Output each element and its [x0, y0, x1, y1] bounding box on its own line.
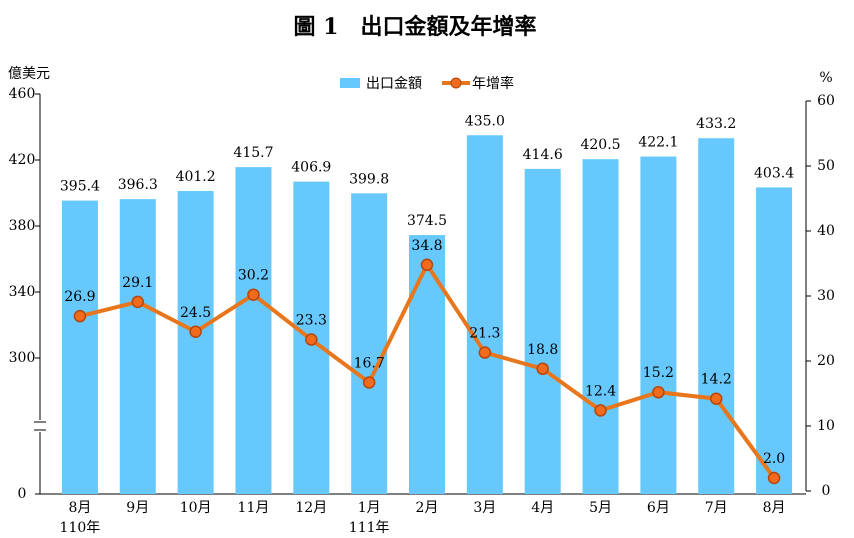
bar	[177, 191, 214, 494]
bar	[351, 193, 388, 494]
bar-value-label: 414.6	[523, 147, 563, 163]
line-value-label: 18.8	[527, 342, 558, 358]
x-tick-label: 1月	[358, 500, 381, 516]
bar-value-label: 435.0	[465, 113, 505, 129]
line-marker	[478, 346, 492, 359]
x-tick-label: 4月	[531, 500, 554, 516]
y2-tick-label: 30	[817, 288, 835, 304]
y-tick-label: 340	[9, 284, 36, 300]
y2-tick-label: 50	[817, 158, 835, 174]
x-tick-label: 10月	[180, 500, 212, 516]
bar	[640, 156, 677, 494]
bar	[756, 187, 793, 494]
y2-tick-label: 40	[817, 223, 835, 239]
line-marker	[73, 309, 87, 323]
bar	[61, 200, 98, 494]
axis-break	[34, 420, 46, 432]
bar-value-label: 420.5	[580, 137, 620, 153]
x-tick-label: 5月	[589, 500, 612, 516]
legend-swatch	[340, 78, 360, 88]
line-value-label: 15.2	[643, 365, 674, 381]
line-marker	[420, 258, 434, 272]
line-marker	[767, 471, 781, 485]
line-value-label: 24.5	[180, 305, 211, 321]
bar-value-label: 401.2	[176, 169, 216, 185]
x-tick-label: 11月	[238, 500, 270, 516]
y-tick-label: 380	[9, 218, 36, 234]
line-marker	[709, 392, 723, 405]
line-value-label: 30.2	[238, 268, 269, 284]
line-value-label: 34.8	[411, 238, 442, 254]
bar-value-label: 415.7	[233, 145, 273, 161]
bar	[524, 168, 561, 494]
line-value-label: 23.3	[296, 313, 327, 329]
y2-tick-label: 10	[817, 418, 835, 434]
bar	[119, 199, 156, 495]
bar-value-label: 406.9	[291, 160, 331, 176]
line-value-label: 16.7	[354, 355, 385, 371]
bar	[582, 159, 619, 495]
bar	[698, 138, 735, 494]
y2-tick-label: 20	[817, 353, 835, 369]
y-axis-label: 億美元	[8, 66, 50, 82]
line-marker	[131, 295, 145, 309]
line-marker	[362, 376, 376, 389]
bar-value-label: 399.8	[349, 171, 389, 187]
x-tick-label: 7月	[705, 500, 728, 516]
line-value-label: 29.1	[122, 275, 153, 291]
y-tick-label: 460	[9, 86, 36, 102]
x-group-label: 110年	[60, 520, 101, 536]
bar-value-label: 396.3	[118, 177, 158, 193]
line-marker	[652, 385, 665, 399]
bar	[235, 167, 272, 494]
y2-tick-label: 0	[822, 483, 831, 499]
x-tick-label: 2月	[416, 500, 439, 516]
bar	[466, 135, 503, 494]
bar	[409, 235, 445, 494]
line-marker	[189, 325, 202, 338]
y2-tick-label: 60	[817, 93, 835, 109]
legend-label: 年增率	[472, 75, 514, 92]
y-tick-label: 300	[9, 350, 36, 366]
y2-axis-label: %	[819, 70, 832, 86]
line-value-label: 14.2	[701, 372, 732, 388]
bar-value-label: 395.4	[60, 179, 100, 195]
x-tick-label: 9月	[126, 500, 149, 516]
bar-value-label: 374.5	[407, 213, 447, 229]
x-tick-label: 6月	[647, 500, 670, 516]
bar-value-label: 403.4	[754, 165, 794, 181]
line-value-label: 21.3	[469, 326, 500, 342]
legend-swatch	[450, 77, 462, 89]
x-tick-label: 3月	[473, 500, 496, 516]
chart-title: 圖 1 出口金額及年增率	[294, 14, 537, 40]
x-group-label: 111年	[349, 520, 390, 536]
x-tick-label: 12月	[295, 500, 327, 516]
line-marker	[594, 404, 607, 417]
y-tick-label: 420	[9, 152, 36, 168]
line-marker	[305, 333, 318, 346]
line-value-label: 2.0	[763, 451, 785, 467]
line-value-label: 26.9	[64, 289, 95, 305]
bar-value-label: 433.2	[696, 116, 736, 132]
x-tick-label: 8月	[763, 500, 786, 516]
legend-label: 出口金額	[366, 76, 422, 92]
line-marker	[247, 288, 260, 301]
line-marker	[536, 362, 549, 376]
bar-value-label: 422.1	[638, 135, 678, 151]
y-tick-label: 0	[18, 486, 27, 502]
line-value-label: 12.4	[585, 383, 616, 399]
x-tick-label: 8月	[68, 500, 91, 516]
